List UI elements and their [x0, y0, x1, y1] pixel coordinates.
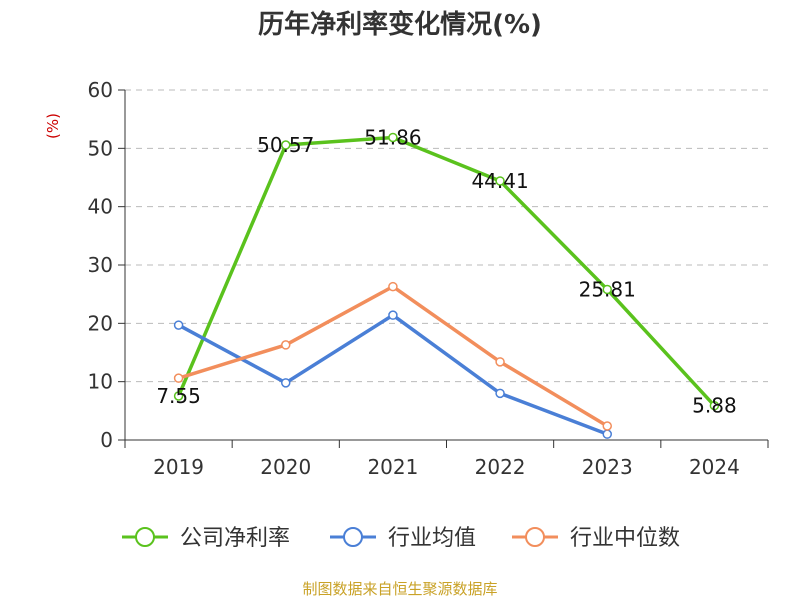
legend: 公司净利率 行业均值 行业中位数 [122, 526, 680, 551]
data-point [281, 140, 291, 150]
data-point [173, 391, 184, 401]
y-axis-unit: (%) [44, 113, 62, 139]
legend-item: 公司净利率 [122, 526, 290, 551]
axes: 0 10 20 30 40 50 60 2019 2020 2021 2022 2023 2024 (%) [44, 78, 769, 479]
legend-marker [135, 527, 155, 547]
y-tick-label: 50 [88, 136, 113, 160]
data-label: 51.86 [364, 125, 421, 149]
y-tick-label: 30 [88, 253, 113, 277]
data-point [173, 373, 184, 383]
data-label: 50.57 [257, 133, 314, 157]
data-point [281, 378, 291, 388]
grid-lines [125, 89, 768, 383]
data-point [388, 310, 398, 320]
data-point [495, 388, 505, 399]
data-point [602, 421, 612, 431]
y-tick-label: 40 [88, 195, 113, 219]
legend-label: 公司净利率 [180, 526, 290, 551]
x-tick-label: 2019 [153, 455, 204, 479]
data-point [281, 340, 291, 350]
chart-title: 历年净利率变化情况(%) [258, 10, 542, 40]
legend-item: 行业中位数 [512, 526, 680, 551]
y-tick-label: 20 [88, 311, 113, 335]
x-tick-label: 2022 [475, 455, 526, 479]
series-lines [173, 132, 720, 439]
data-labels: 7.55 50.57 51.86 44.41 25.81 5.88 [156, 125, 736, 417]
x-tick-label: 2020 [260, 455, 311, 479]
legend-marker [343, 527, 363, 547]
legend-item: 行业均值 [330, 526, 476, 551]
legend-label: 行业均值 [388, 526, 476, 551]
y-tick-label: 10 [88, 370, 113, 394]
data-point [602, 284, 612, 295]
x-tick-label: 2023 [582, 455, 633, 479]
series-line [177, 313, 608, 436]
data-label: 44.41 [471, 169, 528, 193]
data-label: 5.88 [692, 394, 737, 418]
data-point [173, 320, 184, 330]
data-label: 7.55 [156, 384, 201, 408]
data-point [388, 132, 398, 143]
data-point [388, 281, 398, 292]
legend-label: 行业中位数 [570, 526, 680, 551]
data-label: 25.81 [579, 277, 636, 301]
y-tick-label: 0 [100, 428, 113, 452]
x-tick-label: 2024 [689, 455, 740, 479]
data-point [495, 357, 505, 367]
source-note: 制图数据来自恒生聚源数据库 [302, 580, 498, 598]
data-point [602, 429, 612, 439]
data-point [495, 176, 505, 186]
series-line [178, 284, 609, 428]
x-tick-label: 2021 [367, 455, 418, 479]
data-point [709, 400, 720, 411]
legend-marker [525, 527, 545, 547]
y-tick-label: 60 [88, 78, 113, 102]
series-line [176, 135, 716, 407]
